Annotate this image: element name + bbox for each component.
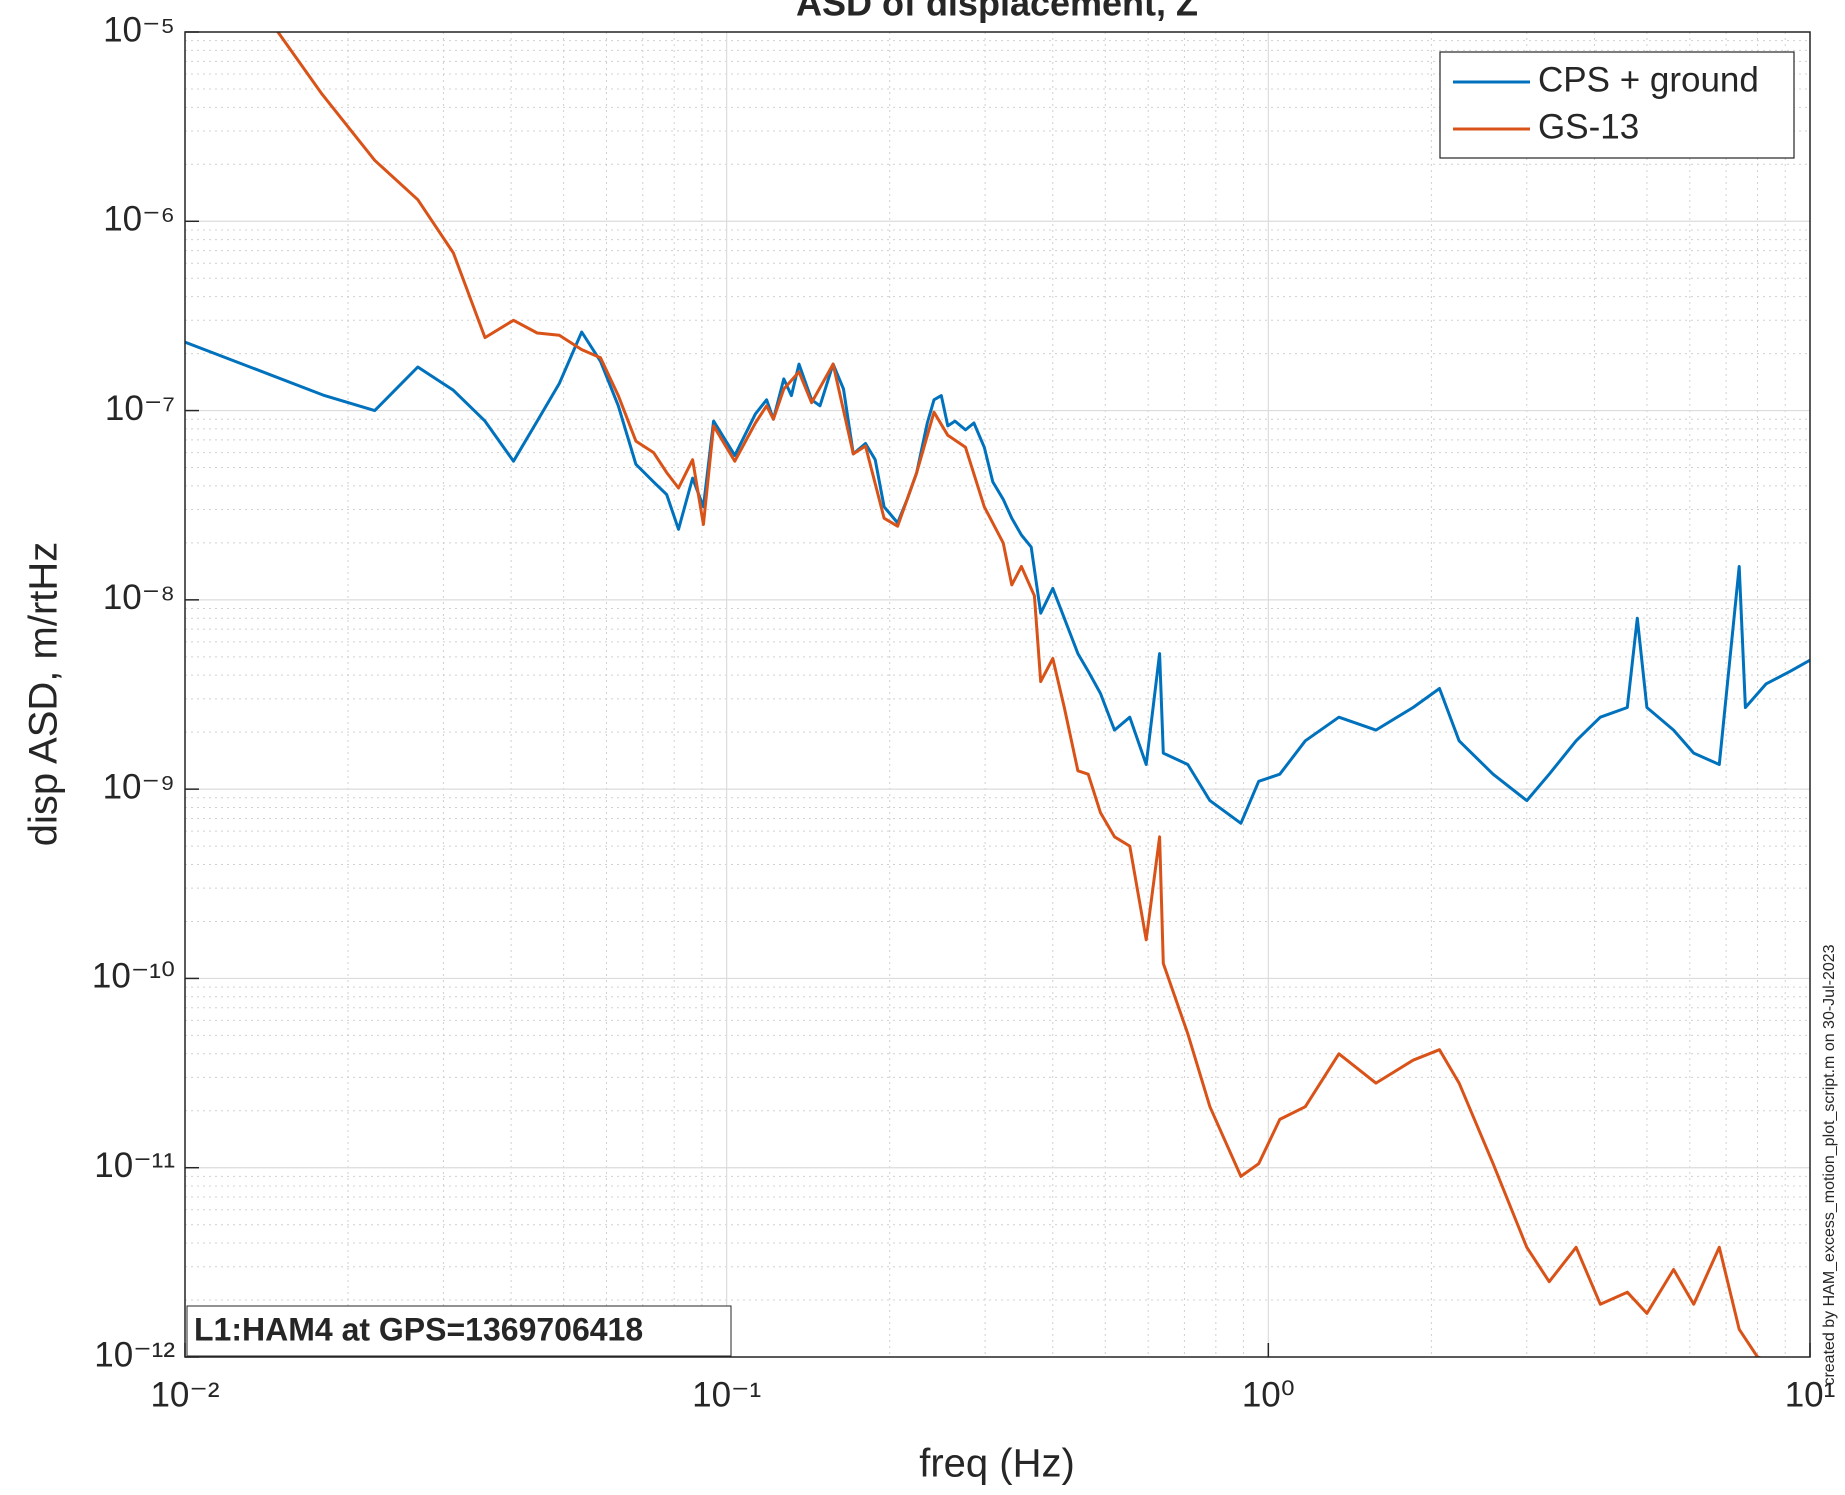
annotation: L1:HAM4 at GPS=1369706418: [194, 1311, 643, 1347]
annotation-box: [186, 1305, 732, 1357]
chart-title: ASD of displacement, Z: [796, 0, 1198, 24]
lines: [185, 32, 1810, 1357]
plot-frame: [184, 31, 1811, 1358]
y-tick-label: 10⁻¹⁰: [92, 957, 175, 996]
y-tick-label: 10⁻¹²: [94, 1335, 175, 1374]
x-axis-label: freq (Hz): [919, 1442, 1075, 1486]
y-tick-label: 10⁻¹¹: [94, 1146, 175, 1185]
y-tick-label: 10⁻⁵: [103, 10, 175, 49]
ticks: 10⁻² 10⁻¹ 10⁰ 10¹ 10⁻¹² 10⁻¹¹ 10⁻¹⁰ 10⁻⁹ 10⁻⁸ 10⁻…: [92, 10, 1835, 1414]
legend-box: [1439, 51, 1795, 159]
y-tick-label: 10⁻⁸: [103, 578, 175, 617]
x-tick-label: 10⁰: [1242, 1375, 1295, 1414]
series-line: [185, 330, 1810, 825]
y-axis-label: disp ASD, m/rtHz: [22, 542, 66, 847]
y-tick-label: 10⁻⁷: [105, 389, 175, 428]
legend: CPS + ground GS-13: [1439, 51, 1795, 159]
footnote: created by HAM_excess_motion_plot_script…: [1821, 944, 1838, 1385]
y-tick-label: 10⁻⁶: [103, 200, 175, 239]
x-tick-label: 10⁻²: [150, 1375, 219, 1414]
y-tick-label: 10⁻⁹: [103, 767, 175, 806]
x-tick-label: 10⁻¹: [692, 1375, 761, 1414]
x-tick-label: 10¹: [1785, 1375, 1836, 1414]
legend-label: CPS + ground: [1538, 60, 1759, 99]
plot-area: [185, 32, 1810, 1357]
legend-label: GS-13: [1538, 107, 1639, 146]
series-line: [276, 32, 1763, 1357]
